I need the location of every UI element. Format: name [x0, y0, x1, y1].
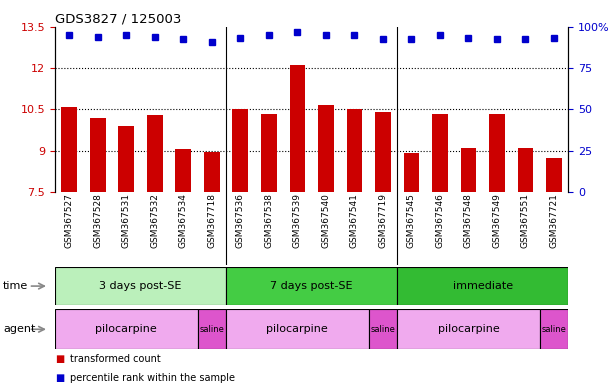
Bar [346, 109, 362, 192]
Bar [318, 105, 334, 192]
Text: pilocarpine: pilocarpine [266, 324, 328, 334]
Text: GSM367551: GSM367551 [521, 194, 530, 248]
Text: GSM367541: GSM367541 [350, 194, 359, 248]
Text: GSM367532: GSM367532 [150, 194, 159, 248]
Text: time: time [3, 281, 28, 291]
Bar [518, 148, 533, 192]
Text: GSM367718: GSM367718 [207, 194, 216, 248]
Bar [226, 309, 368, 349]
Bar [61, 107, 77, 192]
Text: immediate: immediate [453, 281, 513, 291]
Bar [90, 118, 106, 192]
Text: ■: ■ [55, 354, 64, 364]
Text: GSM367548: GSM367548 [464, 194, 473, 248]
Text: GSM367539: GSM367539 [293, 194, 302, 248]
Text: agent: agent [3, 324, 35, 334]
Text: GSM367549: GSM367549 [492, 194, 502, 248]
Bar [489, 114, 505, 192]
Text: 7 days post-SE: 7 days post-SE [270, 281, 353, 291]
Text: transformed count: transformed count [70, 354, 161, 364]
Text: GSM367546: GSM367546 [436, 194, 444, 248]
Text: saline: saline [199, 325, 224, 334]
Text: GSM367536: GSM367536 [236, 194, 245, 248]
Bar [147, 115, 163, 192]
Text: GSM367527: GSM367527 [65, 194, 74, 248]
Text: GDS3827 / 125003: GDS3827 / 125003 [55, 13, 181, 26]
Bar [55, 267, 226, 305]
Bar [432, 114, 448, 192]
Text: ■: ■ [55, 373, 64, 383]
Bar [397, 267, 568, 305]
Bar [261, 114, 277, 192]
Text: GSM367545: GSM367545 [407, 194, 416, 248]
Bar [204, 152, 219, 192]
Text: GSM367528: GSM367528 [93, 194, 102, 248]
Text: GSM367540: GSM367540 [321, 194, 331, 248]
Bar [55, 309, 197, 349]
Text: 3 days post-SE: 3 days post-SE [100, 281, 181, 291]
Bar [461, 148, 477, 192]
Bar [119, 126, 134, 192]
Bar [397, 309, 540, 349]
Bar [197, 309, 226, 349]
Bar [290, 65, 306, 192]
Bar [226, 267, 397, 305]
Bar [540, 309, 568, 349]
Text: saline: saline [541, 325, 566, 334]
Bar [232, 109, 248, 192]
Text: GSM367538: GSM367538 [265, 194, 273, 248]
Text: saline: saline [370, 325, 395, 334]
Text: percentile rank within the sample: percentile rank within the sample [70, 373, 235, 383]
Text: GSM367719: GSM367719 [378, 194, 387, 248]
Text: GSM367534: GSM367534 [179, 194, 188, 248]
Text: pilocarpine: pilocarpine [95, 324, 157, 334]
Text: GSM367721: GSM367721 [549, 194, 558, 248]
Text: pilocarpine: pilocarpine [437, 324, 499, 334]
Bar [546, 157, 562, 192]
Bar [175, 149, 191, 192]
Text: GSM367531: GSM367531 [122, 194, 131, 248]
Bar [375, 112, 391, 192]
Bar [368, 309, 397, 349]
Bar [403, 154, 419, 192]
